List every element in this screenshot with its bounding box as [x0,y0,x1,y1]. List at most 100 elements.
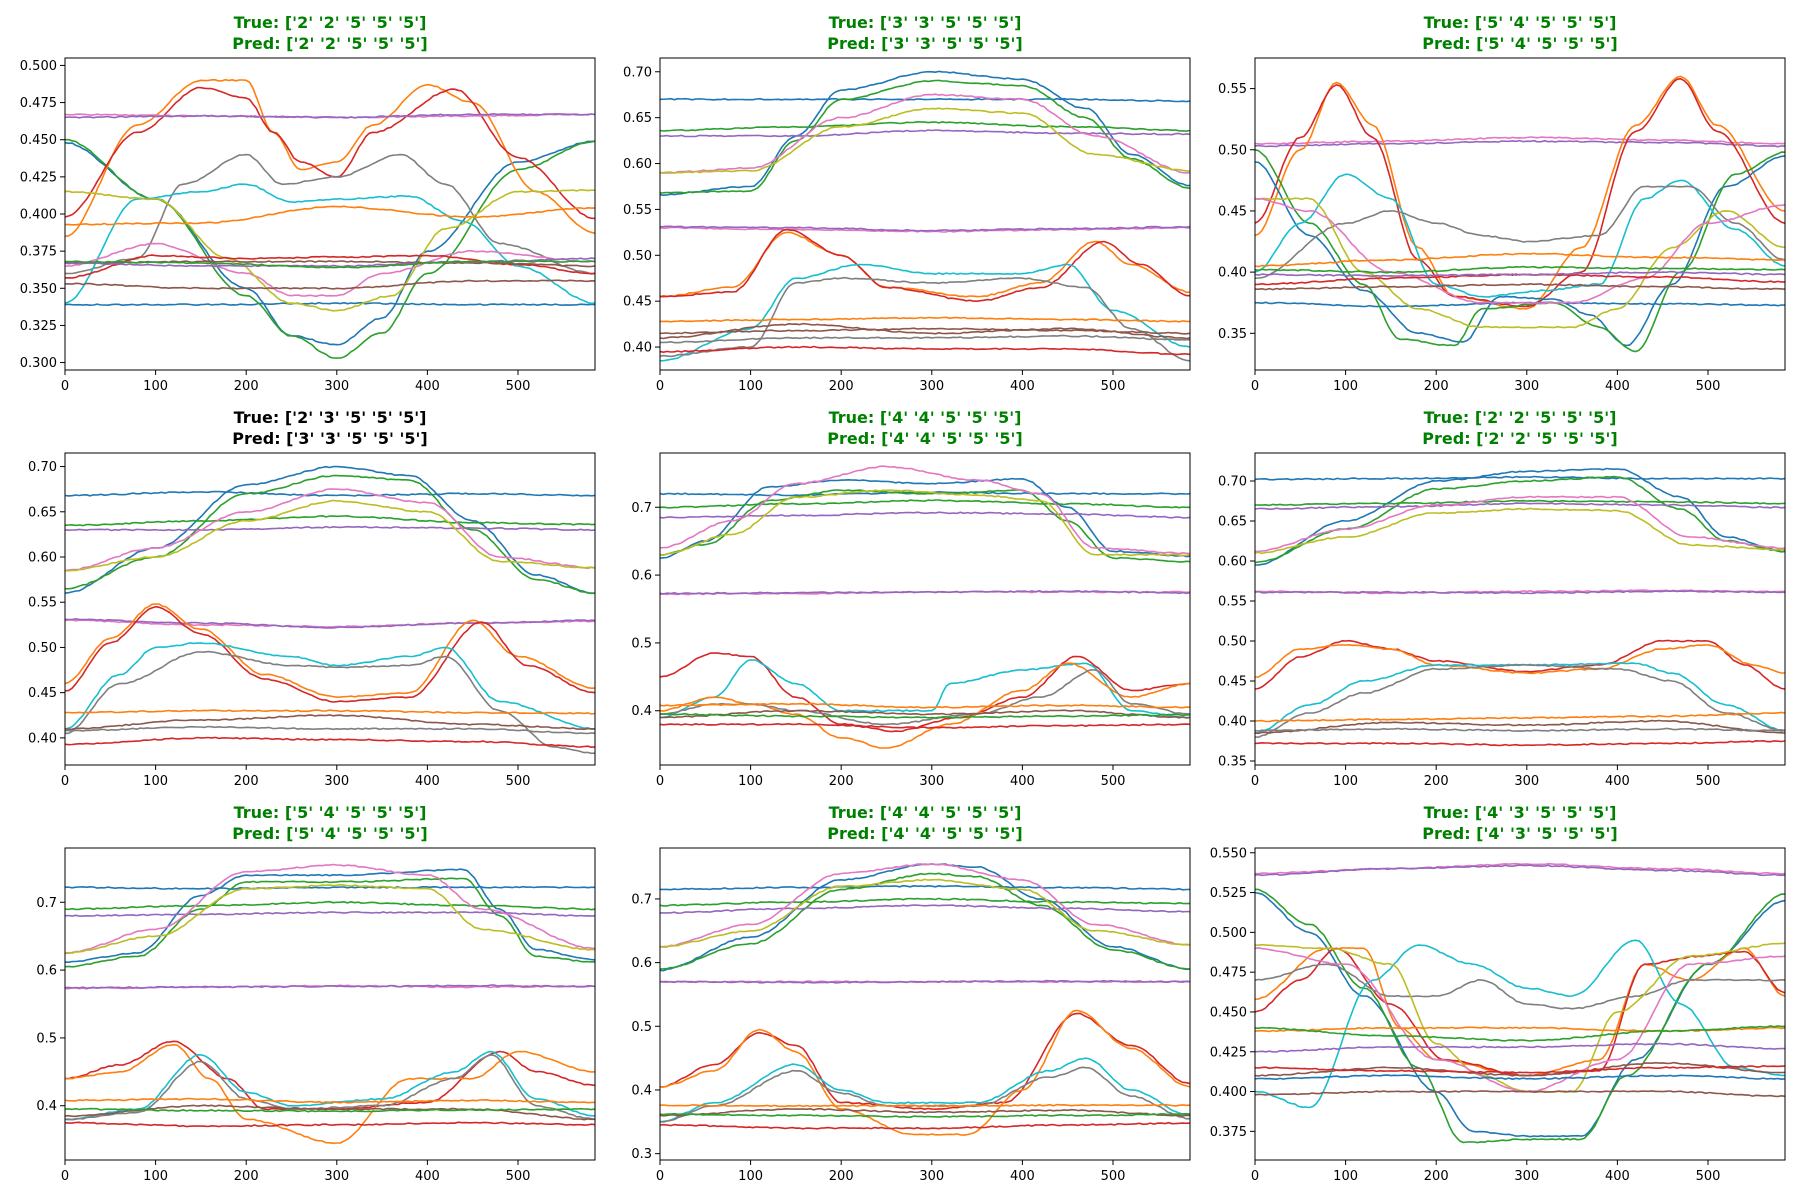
y-tick-label: 0.6 [631,569,652,584]
series-line [65,242,595,298]
series-line [65,1104,595,1121]
series-line [65,260,595,269]
y-tick-label: 0.7 [631,501,652,516]
x-tick-label: 400 [1010,1169,1035,1184]
series-line [660,872,1190,970]
series-line [660,228,1190,302]
series-line [660,709,1190,719]
x-tick-label: 100 [143,379,168,394]
series-line [65,863,595,955]
y-tick-label: 0.450 [1210,1005,1247,1020]
series-line [660,904,1190,914]
series-line [1255,495,1785,553]
series-line [660,129,1190,138]
x-tick-label: 400 [1605,1169,1630,1184]
series-line [65,984,595,989]
series-line [1255,963,1785,1010]
series-line [65,525,595,532]
y-tick-label: 0.35 [1218,327,1247,342]
y-tick-label: 0.450 [20,133,57,148]
series-line [660,1107,1190,1117]
y-tick-label: 0.70 [28,460,57,475]
series-line [1255,283,1785,291]
series-line [1255,727,1785,732]
series-line [1255,1026,1785,1033]
series-line [1255,1074,1785,1080]
series-group [65,78,595,359]
y-tick-label: 0.55 [1218,595,1247,610]
x-tick-label: 500 [1101,1169,1126,1184]
x-tick-label: 500 [1696,1169,1721,1184]
series-line [65,499,595,572]
series-line [65,86,595,220]
subplot-true-label: True: ['4' '3' '5' '5' '5'] [1424,803,1617,822]
series-group [65,465,595,755]
series-line [65,490,595,497]
x-tick-label: 0 [61,774,69,789]
series-line [660,489,1190,557]
series-line [660,1009,1190,1136]
series-line [65,1107,595,1113]
series-line [660,263,1190,362]
y-tick-label: 0.6 [36,964,57,979]
x-tick-label: 500 [506,379,531,394]
series-line [1255,265,1785,274]
series-line [65,1050,595,1121]
x-tick-label: 100 [143,774,168,789]
x-tick-label: 0 [1251,379,1259,394]
x-tick-label: 200 [234,774,259,789]
y-tick-label: 0.350 [20,282,57,297]
y-tick-label: 0.475 [1210,966,1247,981]
x-tick-label: 0 [656,379,664,394]
series-line [65,140,595,346]
series-line [65,113,595,119]
series-line [1255,1042,1785,1053]
series-line [1255,270,1785,278]
subplot-pred-label: Pred: ['5' '4' '5' '5' '5'] [1422,34,1617,53]
subplot: True: ['4' '3' '5' '5' '5'] Pred: ['4' '3… [1210,803,1786,1184]
series-line [65,725,595,735]
x-tick-label: 0 [61,379,69,394]
series-line [660,878,1190,948]
series-line [1255,740,1785,747]
subplot-true-label: True: ['3' '3' '5' '5' '5'] [829,13,1022,32]
x-tick-label: 500 [1696,774,1721,789]
y-tick-label: 0.500 [1210,926,1247,941]
series-line [660,107,1190,174]
x-tick-label: 300 [1514,1169,1539,1184]
axes-frame [659,57,1191,371]
y-tick-label: 0.400 [20,208,57,223]
y-tick-label: 0.550 [1210,846,1247,861]
series-line [1255,947,1785,1077]
axes-frame [1254,847,1786,1161]
y-tick-label: 0.65 [1218,515,1247,530]
series-group [1255,862,1785,1144]
x-tick-label: 300 [324,774,349,789]
y-tick-label: 0.40 [1218,715,1247,730]
y-tick-label: 0.5 [631,636,652,651]
x-tick-label: 300 [919,774,944,789]
series-line [1255,139,1785,148]
subplot: True: ['2' '3' '5' '5' '5'] Pred: ['3' '3… [28,408,596,789]
y-tick-label: 0.7 [36,896,57,911]
x-tick-label: 100 [143,1169,168,1184]
series-line [1255,947,1785,1077]
axes-frame [659,847,1191,1161]
series-line [65,603,595,698]
series-line [660,97,1190,103]
y-tick-label: 0.55 [28,596,57,611]
series-line [660,659,1190,719]
series-line [1255,252,1785,268]
series-line [65,279,595,290]
x-tick-label: 400 [1605,774,1630,789]
series-line [660,1112,1190,1118]
series-line [65,205,595,226]
y-tick-label: 0.65 [623,111,652,126]
subplot: True: ['3' '3' '5' '5' '5'] Pred: ['3' '3… [623,13,1191,394]
series-line [660,863,1190,948]
subplot-true-label: True: ['2' '2' '5' '5' '5'] [1424,408,1617,427]
series-line [660,884,1190,891]
subplot: True: ['2' '2' '5' '5' '5'] Pred: ['2' '2… [1218,408,1786,789]
x-tick-label: 0 [656,774,664,789]
